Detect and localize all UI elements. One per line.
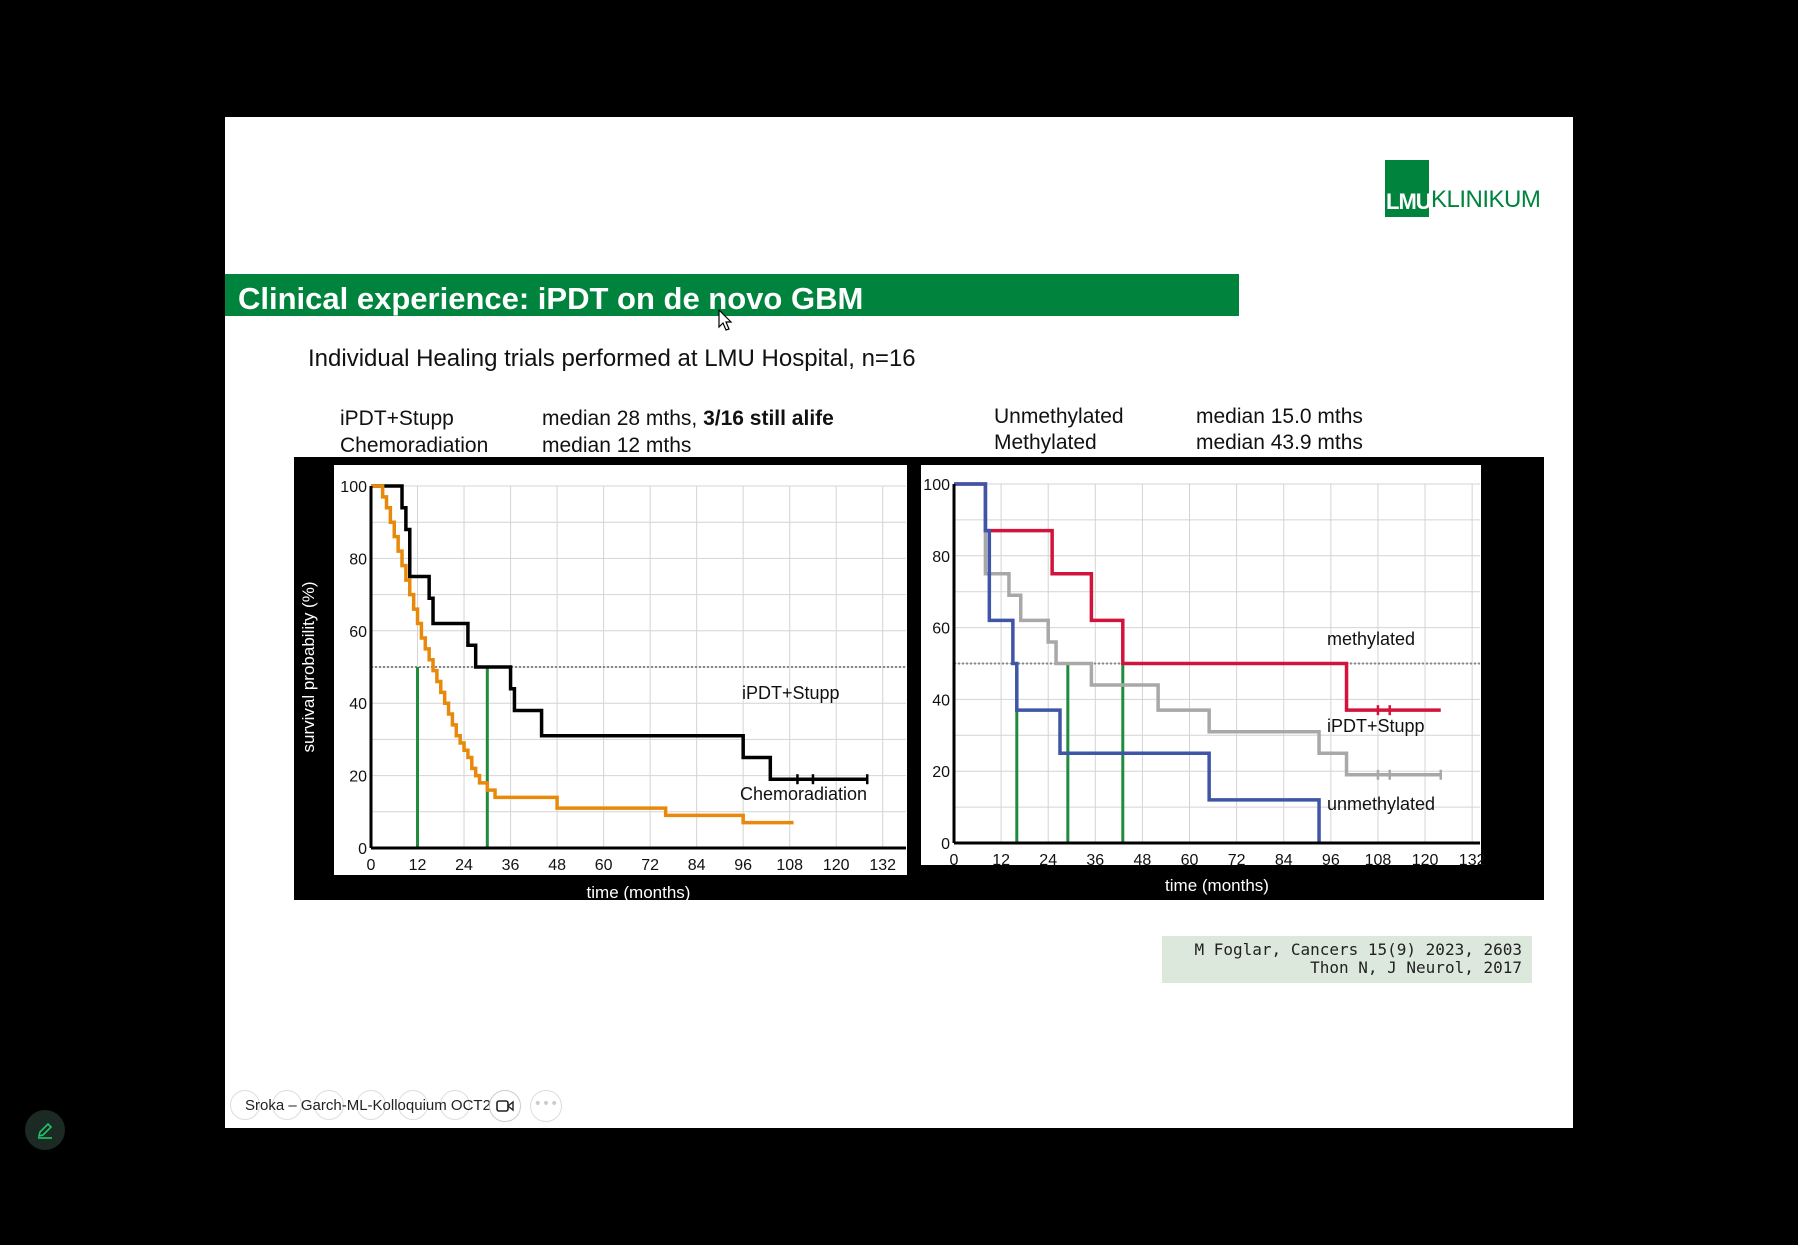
left-chart-y-tick-label: 0 [358, 841, 367, 858]
left-chart-x-tick-label: 24 [455, 857, 473, 874]
slide: LMU KLINIKUM Clinical experience: iPDT o… [225, 117, 1573, 1128]
left-chart-series-chemoradiation [371, 484, 794, 825]
right-chart-y-tick-label: 0 [941, 836, 950, 853]
pencil-icon [37, 1122, 53, 1139]
right-chart-y-tick-label: 60 [932, 621, 950, 638]
logo-box: LMU [1385, 160, 1432, 217]
left-chart-series-ipdt-stupp [371, 484, 868, 781]
right-chart-annotation-label: iPDT+Stupp [1327, 716, 1425, 736]
video-button[interactable] [489, 1090, 521, 1122]
left-chart-x-tick-label: 132 [869, 857, 896, 874]
left-chart-y-tick-label: 80 [349, 551, 367, 568]
right-chart-x-tick-label: 36 [1086, 852, 1104, 869]
right-legend-name-1: Unmethylated [994, 405, 1124, 428]
right-legend-name-2: Methylated [994, 431, 1097, 454]
left-chart-y-tick-label: 20 [349, 769, 367, 786]
left-chart-annotation-label: Chemoradiation [740, 784, 867, 804]
left-chart-panel [334, 465, 907, 875]
right-chart-x-tick-label: 72 [1228, 852, 1246, 869]
video-icon [496, 1100, 514, 1112]
right-chart-x-tick-label: 84 [1275, 852, 1293, 869]
left-legend-value-2: median 12 mths [542, 434, 692, 457]
left-chart-x-tick-label: 84 [688, 857, 706, 874]
right-chart-y-tick-label: 80 [932, 549, 950, 566]
edit-button[interactable] [25, 1110, 65, 1150]
right-chart-series-unmethylated [954, 482, 1321, 843]
logo-word: KLINIKUM [1431, 186, 1541, 213]
logo-box-text: LMU [1386, 189, 1432, 214]
left-chart-x-tick-label: 48 [548, 857, 566, 874]
right-chart-x-tick-label: 48 [1134, 852, 1152, 869]
right-chart-x-tick-label: 108 [1365, 852, 1392, 869]
toolbar-button-3[interactable] [314, 1090, 344, 1120]
chart-left: 0 12 24 36 48 60 72 84 96 108 120 132 0 20 40 60 80 100 ti… [294, 457, 910, 900]
left-chart-y-tick-label: 60 [349, 624, 367, 641]
left-chart-x-tick-label: 120 [823, 857, 850, 874]
right-chart-x-tick-label: 132 [1459, 852, 1486, 869]
left-legend-name-1: iPDT+Stupp [340, 407, 454, 430]
left-chart-annotation-label: iPDT+Stupp [742, 683, 840, 703]
lmu-klinikum-logo: LMU KLINIKUM [1385, 160, 1541, 217]
right-legend-value-1: median 15.0 mths [1196, 405, 1363, 428]
toolbar-button-4[interactable] [356, 1090, 386, 1120]
left-chart-x-tick-label: 12 [409, 857, 427, 874]
right-legend-value-2: median 43.9 mths [1196, 431, 1363, 454]
right-chart-x-tick-label: 12 [992, 852, 1010, 869]
left-legend-name-2: Chemoradiation [340, 434, 489, 457]
left-chart-y-axis-label: survival probability (%) [299, 582, 318, 753]
right-chart-y-tick-label: 40 [932, 692, 950, 709]
toolbar-button-2[interactable] [272, 1090, 302, 1120]
left-legend-value-1-text: median 28 mths, [542, 407, 698, 430]
meeting-toolbar [230, 1090, 482, 1120]
right-chart-x-tick-label: 96 [1322, 852, 1340, 869]
citation-box: M Foglar, Cancers 15(9) 2023, 2603 Thon … [1162, 936, 1532, 983]
left-legend-value-1: median 28 mths, 3/16 still alife [542, 407, 834, 431]
right-chart-x-tick-label: 120 [1412, 852, 1439, 869]
citation-line-1: M Foglar, Cancers 15(9) 2023, 2603 [1194, 940, 1522, 959]
right-chart-x-tick-label: 0 [950, 852, 959, 869]
right-chart-x-tick-label: 60 [1181, 852, 1199, 869]
toolbar-button-5[interactable] [398, 1090, 428, 1120]
more-options-button[interactable]: ••• [530, 1090, 562, 1122]
right-chart-annotation-label: unmethylated [1327, 794, 1435, 814]
right-chart-y-tick-label: 20 [932, 764, 950, 781]
left-chart-x-tick-label: 0 [367, 857, 376, 874]
left-chart-x-tick-label: 36 [502, 857, 520, 874]
title-bar: Clinical experience: iPDT on de novo GBM [225, 274, 1239, 316]
right-chart-annotation-label: methylated [1327, 629, 1415, 649]
left-chart-x-tick-label: 60 [595, 857, 613, 874]
right-chart-x-axis-label: time (months) [1165, 876, 1269, 895]
meeting-title: Sroka – Garch-ML-Kolloquium OCT2 [245, 1097, 491, 1114]
left-chart-x-tick-label: 96 [734, 857, 752, 874]
citation-line-2: Thon N, J Neurol, 2017 [1310, 958, 1522, 977]
left-chart-x-axis-label: time (months) [587, 883, 691, 900]
slide-subtitle: Individual Healing trials performed at L… [308, 345, 916, 372]
left-legend-bold: 3/16 still alife [703, 407, 834, 430]
right-chart-series-ipdt-stupp [954, 482, 1441, 777]
left-chart-y-tick-label: 40 [349, 696, 367, 713]
left-chart-x-tick-label: 108 [776, 857, 803, 874]
mouse-cursor-icon [718, 309, 733, 331]
slide-title: Clinical experience: iPDT on de novo GBM [238, 281, 864, 316]
left-chart-y-tick-label: 100 [340, 479, 367, 496]
more-icon: ••• [533, 1096, 559, 1112]
toolbar-button-1[interactable] [230, 1090, 260, 1120]
right-chart-y-tick-label: 100 [923, 477, 950, 494]
left-chart-x-tick-label: 72 [641, 857, 659, 874]
right-chart-x-tick-label: 24 [1039, 852, 1057, 869]
chart-right: 0 12 24 36 48 60 72 84 96 108 120 132 0 20 40 60 80 100 ti… [910, 457, 1544, 900]
toolbar-button-6[interactable] [440, 1090, 470, 1120]
